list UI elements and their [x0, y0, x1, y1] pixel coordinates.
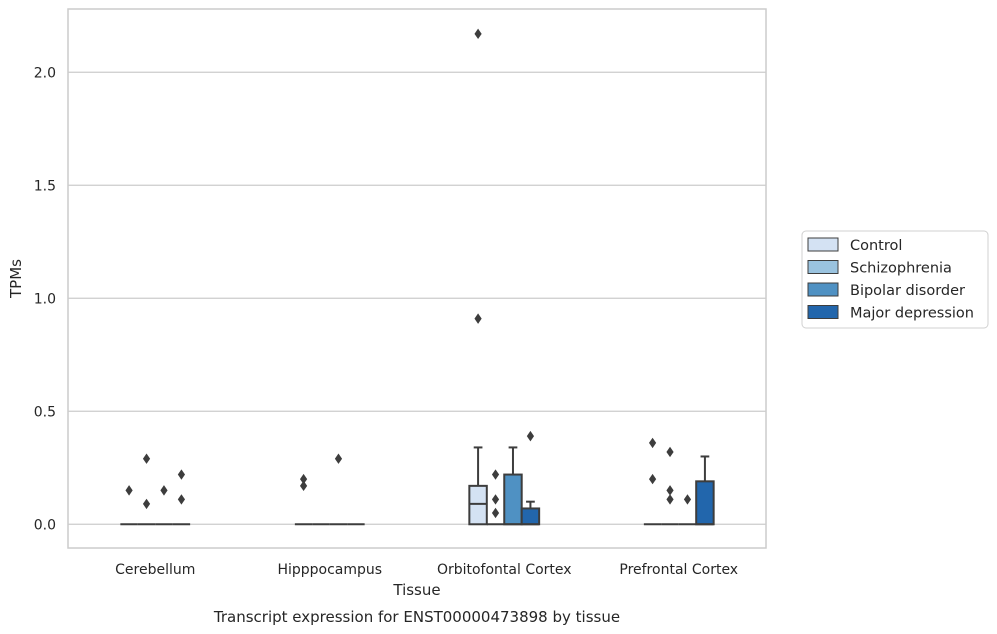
- outlier-point: [683, 494, 692, 505]
- x-tick-label: Hipppocampus: [277, 562, 382, 578]
- box-bipolar-disorder: [678, 494, 697, 526]
- box-control: [294, 473, 313, 526]
- y-tick-label: 0.5: [34, 404, 56, 420]
- y-tick-label: 2.0: [34, 65, 56, 81]
- outlier-point: [666, 485, 674, 496]
- outlier-point: [177, 494, 186, 505]
- outlier-point: [491, 507, 500, 519]
- outlier-point: [666, 446, 674, 458]
- legend-swatch: [807, 237, 839, 252]
- box-schizophrenia: [137, 453, 156, 526]
- box-iqr: [468, 484, 488, 526]
- box-control: [468, 28, 488, 526]
- box-major-depression: [695, 455, 715, 526]
- y-tick-labels: 0.0 0.5 1.0 1.5 2.0: [34, 65, 56, 533]
- x-tick-labels: Cerebellum Hipppocampus Orbitofontal Corte…: [115, 562, 738, 578]
- box-control: [120, 485, 138, 526]
- outlier-point: [491, 494, 500, 505]
- box-bipolar-disorder: [503, 446, 523, 526]
- box-bipolar-disorder: [155, 485, 173, 526]
- box-series: [120, 28, 715, 526]
- box-iqr: [503, 473, 523, 526]
- outlier-point: [526, 430, 535, 442]
- box-major-depression: [172, 469, 191, 526]
- y-tick-label: 1.5: [34, 178, 56, 194]
- box-iqr: [695, 480, 715, 526]
- outlier-point: [491, 469, 500, 480]
- y-axis-label: TPMs: [7, 259, 25, 299]
- outlier-point: [142, 498, 151, 510]
- legend-entry-label: Schizophrenia: [850, 261, 952, 277]
- outlier-point: [299, 473, 308, 485]
- outlier-point: [177, 469, 186, 480]
- outlier-point: [648, 437, 657, 449]
- legend-frame: [801, 230, 989, 329]
- outlier-point: [160, 485, 168, 496]
- box-bipolar-disorder: [329, 453, 348, 526]
- legend-entry-label: Control: [850, 238, 902, 254]
- gridlines: [68, 71, 766, 525]
- x-tick-label: Prefrontal Cortex: [619, 562, 738, 578]
- box-control: [643, 437, 662, 526]
- outlier-point: [299, 480, 308, 492]
- x-axis-label: Tissue: [392, 581, 440, 599]
- outlier-point: [474, 313, 482, 324]
- box-schizophrenia: [486, 469, 505, 526]
- x-tick-label: Orbitofontal Cortex: [437, 562, 572, 578]
- outlier-point: [125, 485, 133, 496]
- legend-swatch: [807, 305, 839, 319]
- outlier-point: [334, 453, 343, 464]
- legend-entry-label: Bipolar disorder: [850, 283, 965, 299]
- legend-swatch: [807, 260, 839, 274]
- legend: Control Schizophrenia Bipolar disorder Majo…: [801, 230, 989, 329]
- chart-title: Transcript expression for ENST0000047389…: [213, 608, 620, 626]
- y-tick-label: 1.0: [34, 291, 56, 307]
- box-schizophrenia: [661, 446, 679, 526]
- outlier-point: [142, 453, 151, 464]
- x-tick-label: Cerebellum: [115, 562, 195, 578]
- outlier-point: [648, 473, 657, 485]
- legend-entry-label: Major depression: [850, 306, 974, 322]
- outlier-point: [666, 494, 674, 505]
- box-major-depression: [520, 430, 541, 526]
- y-tick-label: 0.0: [34, 517, 56, 533]
- box-iqr: [520, 507, 541, 526]
- legend-swatch: [807, 282, 839, 297]
- outlier-point: [474, 28, 482, 40]
- plot-frame: [67, 8, 767, 549]
